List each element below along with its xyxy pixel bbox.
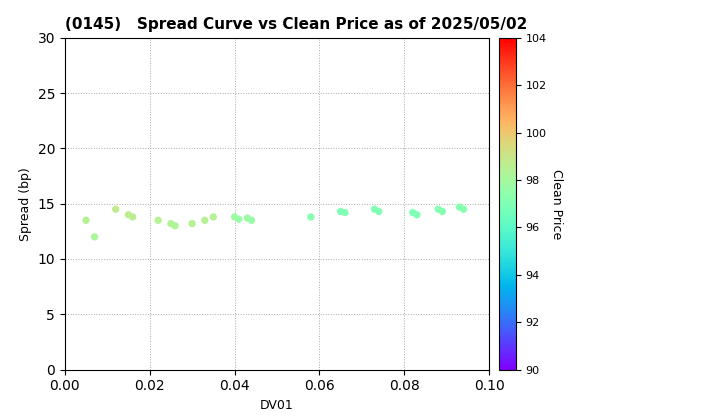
Point	[110, 206, 122, 213]
Point	[186, 220, 198, 227]
Point	[454, 204, 465, 210]
Point	[433, 206, 444, 213]
Point	[241, 215, 253, 221]
Point	[153, 217, 164, 223]
Point	[207, 214, 219, 220]
Point	[436, 208, 448, 215]
Point	[229, 214, 240, 220]
Point	[89, 234, 100, 240]
Point	[199, 217, 210, 223]
Text: (0145)   Spread Curve vs Clean Price as of 2025/05/02: (0145) Spread Curve vs Clean Price as of…	[65, 18, 527, 32]
Point	[369, 206, 380, 213]
Point	[122, 211, 134, 218]
Point	[169, 223, 181, 229]
Point	[407, 209, 418, 216]
Point	[335, 208, 346, 215]
Y-axis label: Spread (bp): Spread (bp)	[19, 167, 32, 241]
Point	[339, 209, 351, 216]
Point	[80, 217, 91, 223]
Point	[165, 220, 176, 227]
Point	[246, 217, 257, 223]
Point	[233, 216, 245, 223]
X-axis label: DV01: DV01	[260, 399, 294, 412]
Y-axis label: Clean Price: Clean Price	[550, 168, 564, 239]
Point	[127, 214, 138, 220]
Point	[411, 211, 423, 218]
Point	[305, 214, 317, 220]
Point	[373, 208, 384, 215]
Point	[458, 206, 469, 213]
